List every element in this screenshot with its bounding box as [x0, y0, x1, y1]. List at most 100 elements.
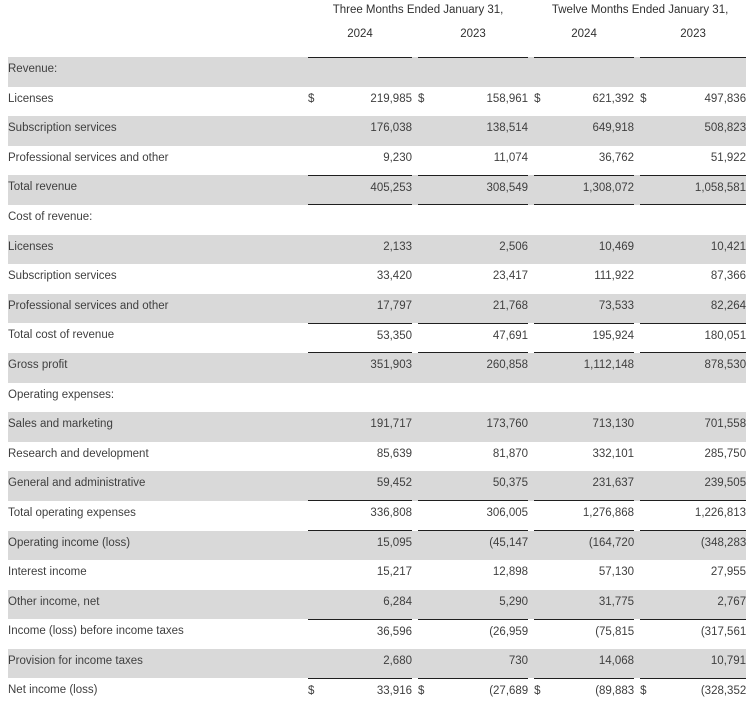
row-label: Licenses	[8, 240, 54, 253]
dollar-sign	[640, 57, 654, 87]
dollar-sign	[418, 57, 432, 87]
cell-value: (89,883)	[548, 677, 635, 709]
cell-value: 31,775	[598, 595, 635, 608]
dollar-sign	[640, 471, 654, 501]
dollar-sign	[534, 590, 548, 620]
dollar-sign	[640, 618, 655, 649]
cell-value: 2,133	[383, 240, 412, 253]
dollar-sign	[534, 618, 549, 649]
cell-value: 10,469	[598, 240, 635, 253]
table-row: Operating expenses:	[8, 383, 746, 413]
cell-value: 1,058,581	[654, 174, 747, 206]
dollar-sign	[308, 500, 322, 531]
row-label: Licenses	[8, 92, 54, 105]
header-spacer	[8, 24, 308, 57]
dollar-sign	[640, 116, 654, 146]
table-row: Provision for income taxes 2,680 730 14,068…	[8, 648, 747, 679]
dollar-sign	[534, 57, 548, 87]
dollar-sign	[418, 174, 432, 206]
cell-value: 2,680	[383, 654, 412, 667]
cell-value: (45,147)	[432, 530, 529, 561]
dollar-sign	[534, 174, 549, 206]
dollar-sign: $	[640, 92, 647, 105]
table-row: Sales and marketing 191,717 173,760 713,130…	[8, 412, 747, 442]
cell-value: 1,226,813	[654, 500, 747, 531]
row-label: Income (loss) before income taxes	[8, 625, 184, 638]
row-label: Total cost of revenue	[8, 329, 115, 342]
dollar-sign	[418, 264, 432, 294]
dollar-sign	[640, 530, 655, 561]
table-row: Net income (loss)$33,916$(27,689)$(89,88…	[8, 677, 747, 709]
cell-value: 9,230	[383, 151, 412, 164]
cell-value: 17,797	[376, 299, 412, 312]
dollar-sign	[308, 383, 322, 413]
cell-value: 33,420	[376, 270, 412, 283]
table-body: Revenue: Licenses $219,985 $158,961 $621,392…	[8, 57, 747, 709]
dollar-sign	[640, 146, 654, 176]
dollar-sign	[308, 590, 322, 620]
table-row: Gross profit 351,903 260,858 1,112,148 878,5…	[8, 352, 747, 383]
dollar-sign	[640, 352, 655, 383]
table-row: Subscription services 176,038 138,514 649,9…	[8, 116, 747, 146]
cell-value: 1,308,072	[548, 174, 635, 206]
cell-value: 15,095	[322, 530, 412, 561]
dollar-sign	[640, 294, 654, 324]
dollar-sign	[534, 322, 549, 353]
table-row: Total operating expenses 336,808 306,005 1,…	[8, 500, 747, 531]
cell-value: 1,276,868	[548, 500, 635, 531]
dollar-sign	[534, 264, 548, 294]
dollar-sign	[418, 618, 432, 649]
cell-value: (328,352)	[654, 677, 747, 709]
cell-value	[322, 383, 412, 413]
cell-value	[432, 205, 528, 235]
year-header-row: 2024 2023 2024 2023	[8, 24, 747, 58]
cell-value: 59,452	[376, 477, 412, 490]
dollar-sign	[308, 352, 322, 383]
dollar-sign	[418, 352, 432, 383]
row-label: Subscription services	[8, 270, 117, 283]
cell-value	[548, 57, 634, 87]
cell-value: 621,392	[592, 92, 635, 105]
row-label: Operating income (loss)	[8, 536, 131, 549]
cell-value: 6,284	[383, 595, 412, 608]
dollar-sign	[640, 590, 654, 620]
table-row: Subscription services 33,420 23,417 111,922…	[8, 264, 746, 294]
dollar-sign	[308, 442, 322, 472]
cell-value: 260,858	[432, 352, 529, 383]
table-row: General and administrative 59,452 50,375 23…	[8, 471, 747, 501]
cell-value: 713,130	[592, 418, 635, 431]
cell-value: 81,870	[492, 447, 529, 460]
cell-value: 158,961	[486, 92, 529, 105]
row-label: Revenue:	[8, 63, 58, 75]
cell-value: 138,514	[486, 122, 529, 135]
cell-value: 405,253	[322, 174, 412, 206]
cell-value	[654, 57, 746, 87]
dollar-sign: $	[534, 677, 549, 709]
dollar-sign	[640, 649, 654, 679]
dollar-sign	[534, 412, 548, 442]
dollar-sign	[308, 235, 322, 265]
cell-value: 497,836	[704, 92, 747, 105]
cell-value: (317,561)	[654, 618, 747, 649]
cell-value: 111,922	[594, 270, 635, 283]
cell-value: 36,762	[598, 151, 635, 164]
dollar-sign	[534, 649, 548, 679]
dollar-sign	[418, 322, 432, 353]
cell-value: (75,815)	[548, 618, 635, 649]
cell-value: 50,375	[492, 477, 529, 490]
dollar-sign	[534, 471, 548, 501]
row-label: Total operating expenses	[8, 506, 136, 519]
dollar-sign	[534, 500, 549, 531]
cell-value: 12,898	[492, 566, 529, 579]
cell-value: 701,558	[704, 418, 747, 431]
cell-value: (27,689)	[432, 677, 529, 709]
dollar-sign	[308, 412, 322, 442]
cell-value: 219,985	[370, 92, 412, 105]
dollar-sign	[534, 294, 548, 324]
cell-value: 308,549	[432, 174, 529, 206]
dollar-sign	[534, 116, 548, 146]
table-row: Licenses $219,985 $158,961 $621,392 $497,836	[8, 87, 746, 117]
dollar-sign	[640, 235, 654, 265]
cell-value: 33,916	[322, 677, 412, 709]
cell-value	[322, 205, 412, 235]
